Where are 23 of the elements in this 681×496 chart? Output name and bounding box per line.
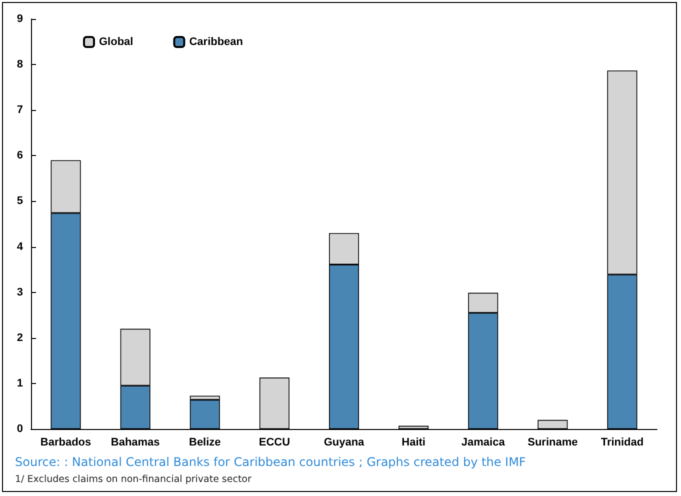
y-tick-label: 0 [16,423,23,435]
y-tick-label: 4 [16,240,24,253]
x-tick-label: Belize [188,436,221,448]
y-tick-label: 3 [16,286,23,298]
legend-label: Global [99,36,134,48]
text: 1/ Excludes claims on non-financial private sector [15,474,252,485]
x-tick-label: Suriname [528,436,578,448]
x-tick-label: ECCU [258,436,290,448]
y-tick-label: 1 [16,377,23,390]
x-tick-label: Jamaica [461,436,506,448]
y-tick-label: 6 [16,150,23,162]
legend-label: Caribbean [189,36,244,48]
x-tick-label: Trinidad [600,436,644,448]
y-tick-label: 7 [16,104,23,116]
y-tick-label: 5 [16,195,23,208]
x-tick-label: Haiti [402,436,426,448]
y-tick-label: 2 [16,332,23,344]
x-tick-label: Guyana [324,436,366,448]
source-note: Source: : National Central Banks for Caribbean countries ; Graphs created by the IMF [15,455,527,469]
x-tick-label: Barbados [40,436,92,448]
y-tick-label: 8 [16,58,23,71]
y-tick-label: 9 [16,13,23,25]
x-tick-label: Bahamas [110,436,160,448]
